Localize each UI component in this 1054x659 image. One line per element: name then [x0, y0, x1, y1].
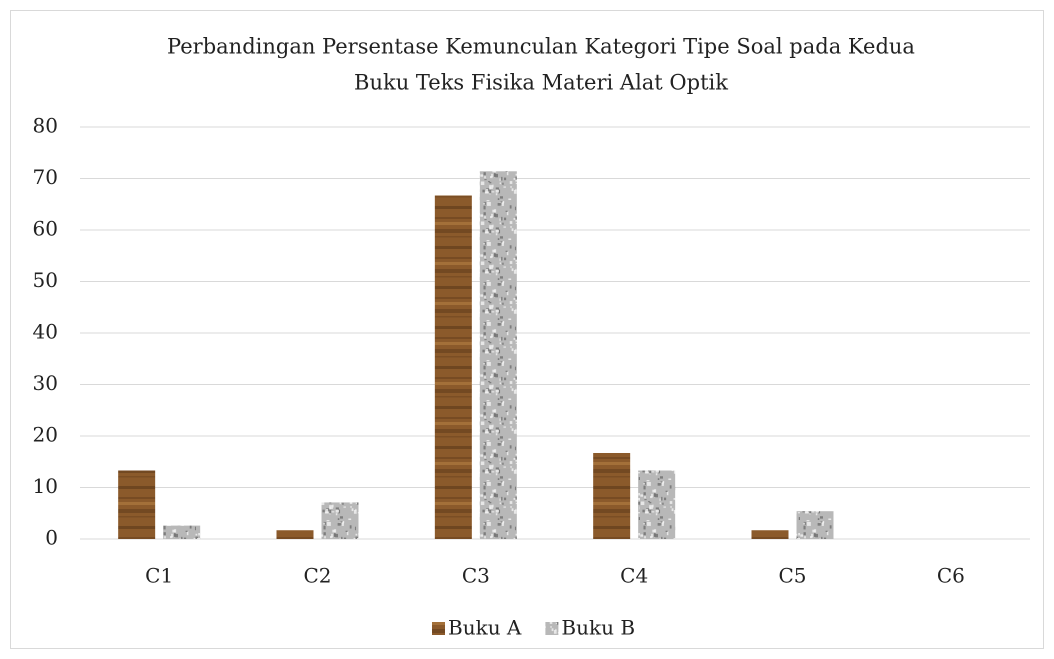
legend-swatch — [545, 622, 559, 635]
y-tick-label: 70 — [33, 165, 58, 189]
x-tick-label: C1 — [145, 564, 173, 588]
legend-label: Buku B — [561, 616, 635, 640]
y-tick-label: 60 — [33, 217, 58, 241]
x-tick-label: C4 — [620, 564, 648, 588]
bar — [434, 195, 472, 539]
legend-swatch — [432, 622, 445, 635]
bar — [593, 452, 631, 539]
bar — [118, 470, 156, 539]
y-tick-label: 30 — [33, 371, 58, 395]
bar — [751, 530, 789, 539]
chart-frame — [10, 10, 1044, 649]
chart-title: Buku Teks Fisika Materi Alat Optik — [354, 71, 728, 95]
chart-title: Perbandingan Persentase Kemunculan Kateg… — [167, 35, 915, 59]
bar — [796, 511, 834, 539]
x-tick-label: C5 — [778, 564, 806, 588]
x-tick-label: C3 — [462, 564, 490, 588]
bar — [321, 502, 359, 539]
y-tick-label: 10 — [33, 474, 58, 498]
y-tick-label: 0 — [45, 526, 58, 550]
legend-label: Buku A — [448, 616, 522, 640]
y-tick-label: 40 — [33, 320, 58, 344]
y-tick-label: 80 — [33, 114, 58, 138]
bar — [479, 171, 517, 540]
y-tick-label: 50 — [33, 268, 58, 292]
x-tick-label: C6 — [937, 564, 965, 588]
bar — [638, 470, 676, 539]
x-tick-label: C2 — [303, 564, 331, 588]
bar — [276, 530, 314, 539]
y-tick-label: 20 — [33, 423, 58, 447]
bar — [163, 525, 201, 539]
